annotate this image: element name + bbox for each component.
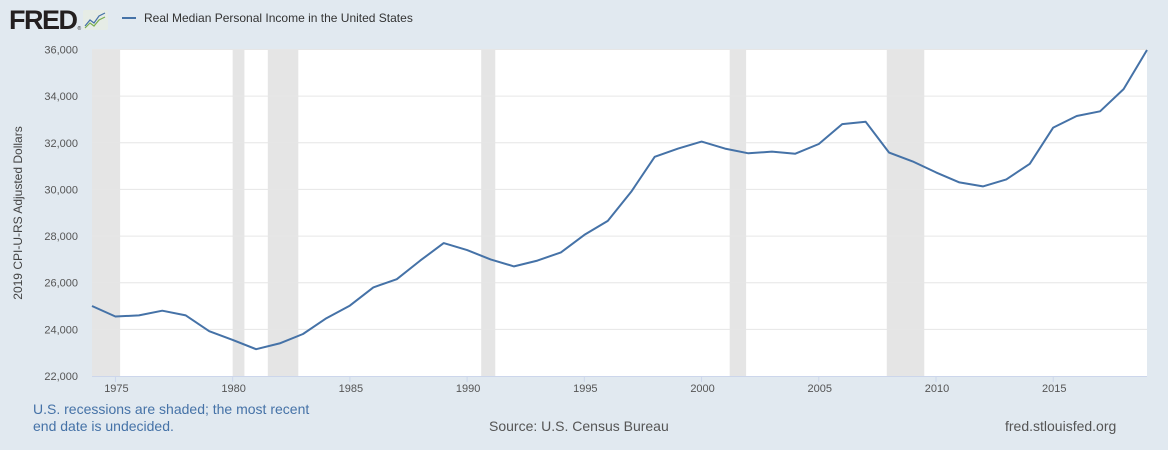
y-tick-label: 36,000: [44, 45, 78, 57]
recession-band: [886, 49, 925, 376]
y-tick-label: 26,000: [44, 278, 78, 290]
y-tick-label: 34,000: [44, 91, 78, 103]
x-tick-label: 1990: [456, 383, 480, 395]
x-tick-label: 1995: [573, 383, 597, 395]
y-tick-label: 32,000: [44, 138, 78, 150]
x-tick-label: 1985: [339, 383, 363, 395]
y-tick-label: 22,000: [44, 371, 78, 383]
x-tick-label: 2010: [925, 383, 949, 395]
legend-line-swatch: [122, 17, 136, 19]
legend-series-label: Real Median Personal Income in the Unite…: [144, 11, 413, 25]
recession-band: [92, 49, 121, 376]
x-tick-label: 2015: [1042, 383, 1066, 395]
fred-logo-text: FRED: [9, 4, 78, 35]
x-tick-label: 2005: [808, 383, 832, 395]
x-tick-label: 2000: [690, 383, 714, 395]
recession-band: [232, 49, 245, 376]
recession-band: [481, 49, 496, 376]
recession-band: [729, 49, 747, 376]
recession-note: U.S. recessions are shaded; the most rec…: [33, 401, 310, 434]
chart-legend[interactable]: Real Median Personal Income in the Unite…: [122, 11, 413, 25]
x-tick-label: 1980: [221, 383, 245, 395]
registered-mark: ®: [77, 26, 82, 32]
fred-logo[interactable]: FRED ®: [9, 4, 109, 35]
fred-chart-icon: [83, 10, 109, 30]
recession-band: [267, 49, 299, 376]
source-text: Source: U.S. Census Bureau: [489, 418, 669, 434]
y-tick-label: 28,000: [44, 231, 78, 243]
x-tick-label: 1975: [104, 383, 128, 395]
y-tick-label: 24,000: [44, 324, 78, 336]
fred-url-link[interactable]: fred.stlouisfed.org: [1005, 418, 1117, 434]
y-tick-label: 30,000: [44, 184, 78, 196]
plot-area: [92, 49, 1147, 376]
series-line[interactable]: [91, 49, 1148, 351]
